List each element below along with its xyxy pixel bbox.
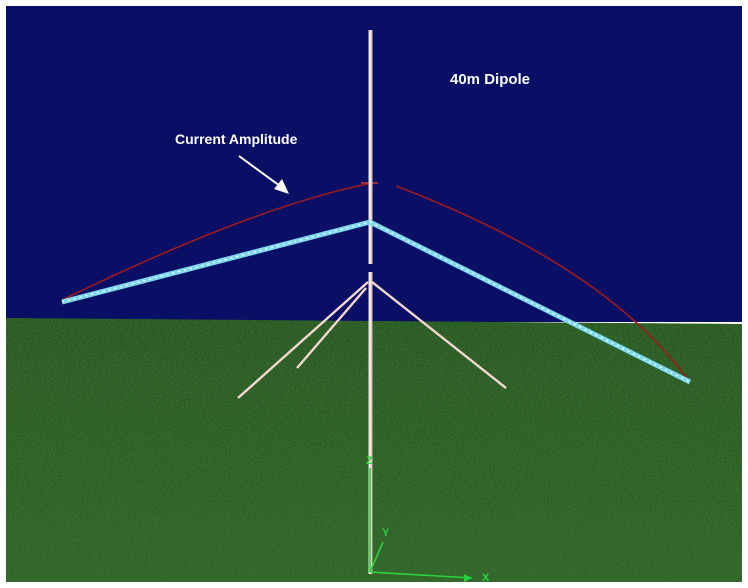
- guy-wire-front: [296, 287, 367, 369]
- antenna-scene: 40m Dipole Current Amplitude: [6, 6, 742, 582]
- scene-title: 40m Dipole: [450, 71, 530, 88]
- dipole-left-wire: [61, 219, 371, 305]
- x-axis: [369, 571, 473, 579]
- current-curve-right: [395, 185, 689, 381]
- guy-wire-left: [237, 281, 369, 399]
- axis-label-z: Z: [366, 455, 373, 467]
- current-curve-left: [61, 183, 369, 301]
- axis-label-x: X: [482, 572, 490, 582]
- annotation-arrow: [238, 155, 289, 194]
- ground-texture: [6, 318, 742, 582]
- dipole-right-wire: [368, 219, 692, 385]
- axis-label-y: Y: [382, 527, 390, 539]
- guy-wire-right: [371, 281, 507, 389]
- guy-wires: [237, 281, 507, 399]
- coordinate-axes: [369, 468, 473, 582]
- y-axis: [369, 541, 384, 573]
- current-amplitude-label: Current Amplitude: [175, 131, 298, 147]
